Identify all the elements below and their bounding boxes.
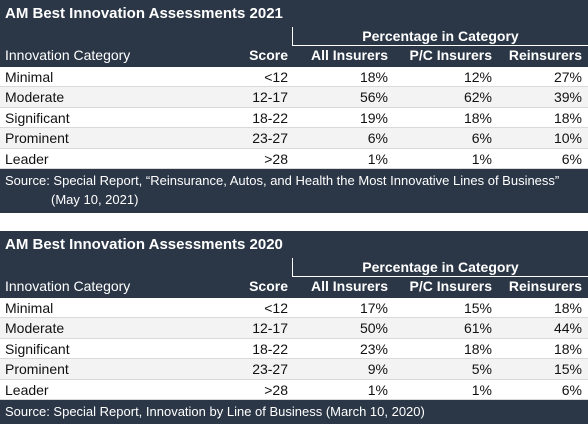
- table-row: Significant 18-22 23% 18% 18%: [0, 338, 588, 360]
- cell-all-insurers: 9%: [367, 361, 388, 378]
- cell-reinsurers: 6%: [561, 150, 582, 167]
- cell-reinsurers: 6%: [561, 381, 582, 398]
- cell-pc-insurers: 61%: [463, 320, 492, 337]
- cell-score: 12-17: [252, 320, 288, 337]
- cell-pc-insurers: 1%: [471, 150, 492, 167]
- table-row: Moderate 12-17 56% 62% 39%: [0, 87, 588, 108]
- cell-score: 23-27: [252, 361, 288, 378]
- cell-all-insurers: 56%: [359, 89, 388, 106]
- cell-reinsurers: 18%: [553, 300, 582, 316]
- cell-pc-insurers: 12%: [463, 69, 492, 85]
- table-row: Prominent 23-27 9% 5% 15%: [0, 359, 588, 380]
- cell-reinsurers: 15%: [553, 361, 582, 378]
- cell-all-insurers: 17%: [359, 300, 388, 316]
- table-body: Minimal <12 18% 12% 27% Moderate 12-17 5…: [0, 67, 588, 169]
- cell-all-insurers: 1%: [367, 150, 388, 167]
- cell-reinsurers: 18%: [553, 340, 582, 357]
- table-header: Percentage in Category Innovation Catego…: [0, 258, 588, 298]
- cell-category: Significant: [5, 109, 70, 126]
- cell-category: Prominent: [5, 361, 69, 378]
- table-row: Leader >28 1% 1% 6%: [0, 379, 588, 400]
- cell-reinsurers: 44%: [553, 320, 582, 337]
- cell-pc-insurers: 6%: [471, 130, 492, 147]
- column-header-category: Innovation Category: [5, 47, 131, 63]
- cell-pc-insurers: 5%: [471, 361, 492, 378]
- column-header-score: Score: [249, 47, 288, 63]
- group-header: Percentage in Category: [292, 258, 588, 277]
- column-header-all-insurers: All Insurers: [310, 278, 388, 294]
- table-row: Moderate 12-17 50% 61% 44%: [0, 318, 588, 339]
- table-title: AM Best Innovation Assessments 2021: [0, 0, 588, 27]
- table-row: Prominent 23-27 6% 6% 10%: [0, 128, 588, 149]
- cell-category: Significant: [5, 340, 70, 357]
- source-line: Source: Special Report, “Reinsurance, Au…: [5, 172, 560, 188]
- cell-pc-insurers: 1%: [471, 381, 492, 398]
- table-title: AM Best Innovation Assessments 2020: [0, 231, 588, 258]
- cell-category: Prominent: [5, 130, 69, 147]
- cell-all-insurers: 50%: [359, 320, 388, 337]
- column-header-all-insurers: All Insurers: [310, 47, 388, 63]
- cell-score: <12: [264, 69, 288, 85]
- cell-category: Moderate: [5, 89, 65, 106]
- table-row: Leader >28 1% 1% 6%: [0, 148, 588, 169]
- column-header-category: Innovation Category: [5, 278, 131, 294]
- cell-category: Minimal: [5, 300, 54, 316]
- column-header-pc-insurers: P/C Insurers: [409, 47, 492, 63]
- column-header-pc-insurers: P/C Insurers: [409, 278, 492, 294]
- assessment-table-2020: AM Best Innovation Assessments 2020 Perc…: [0, 231, 588, 424]
- cell-score: 18-22: [252, 340, 288, 357]
- cell-pc-insurers: 18%: [463, 340, 492, 357]
- cell-score: 23-27: [252, 130, 288, 147]
- cell-pc-insurers: 15%: [463, 300, 492, 316]
- cell-category: Moderate: [5, 320, 65, 337]
- cell-score: 12-17: [252, 89, 288, 106]
- cell-all-insurers: 23%: [359, 340, 388, 357]
- table-body: Minimal <12 17% 15% 18% Moderate 12-17 5…: [0, 298, 588, 400]
- source-line: (May 10, 2021): [51, 191, 139, 207]
- column-header-reinsurers: Reinsurers: [508, 278, 582, 294]
- cell-reinsurers: 27%: [553, 69, 582, 85]
- cell-reinsurers: 39%: [553, 89, 582, 106]
- cell-pc-insurers: 62%: [463, 89, 492, 106]
- group-header: Percentage in Category: [292, 27, 588, 46]
- cell-all-insurers: 6%: [367, 130, 388, 147]
- table-row: Minimal <12 17% 15% 18%: [0, 298, 588, 319]
- cell-all-insurers: 18%: [359, 69, 388, 85]
- table-header: Percentage in Category Innovation Catego…: [0, 27, 588, 67]
- cell-reinsurers: 10%: [553, 130, 582, 147]
- table-row: Significant 18-22 19% 18% 18%: [0, 107, 588, 129]
- cell-all-insurers: 19%: [359, 109, 388, 126]
- cell-reinsurers: 18%: [553, 109, 582, 126]
- cell-score: <12: [264, 300, 288, 316]
- cell-score: 18-22: [252, 109, 288, 126]
- cell-all-insurers: 1%: [367, 381, 388, 398]
- column-header-reinsurers: Reinsurers: [508, 47, 582, 63]
- cell-score: >28: [264, 150, 288, 167]
- cell-score: >28: [264, 381, 288, 398]
- assessment-table-2021: AM Best Innovation Assessments 2021 Perc…: [0, 0, 588, 213]
- cell-pc-insurers: 18%: [463, 109, 492, 126]
- source-note: Source: Special Report, Innovation by Li…: [0, 399, 588, 424]
- cell-category: Minimal: [5, 69, 54, 85]
- cell-category: Leader: [5, 150, 49, 167]
- table-row: Minimal <12 18% 12% 27%: [0, 67, 588, 88]
- column-header-score: Score: [249, 278, 288, 294]
- source-line: Source: Special Report, Innovation by Li…: [5, 403, 425, 419]
- source-note: Source: Special Report, “Reinsurance, Au…: [0, 168, 588, 213]
- cell-category: Leader: [5, 381, 49, 398]
